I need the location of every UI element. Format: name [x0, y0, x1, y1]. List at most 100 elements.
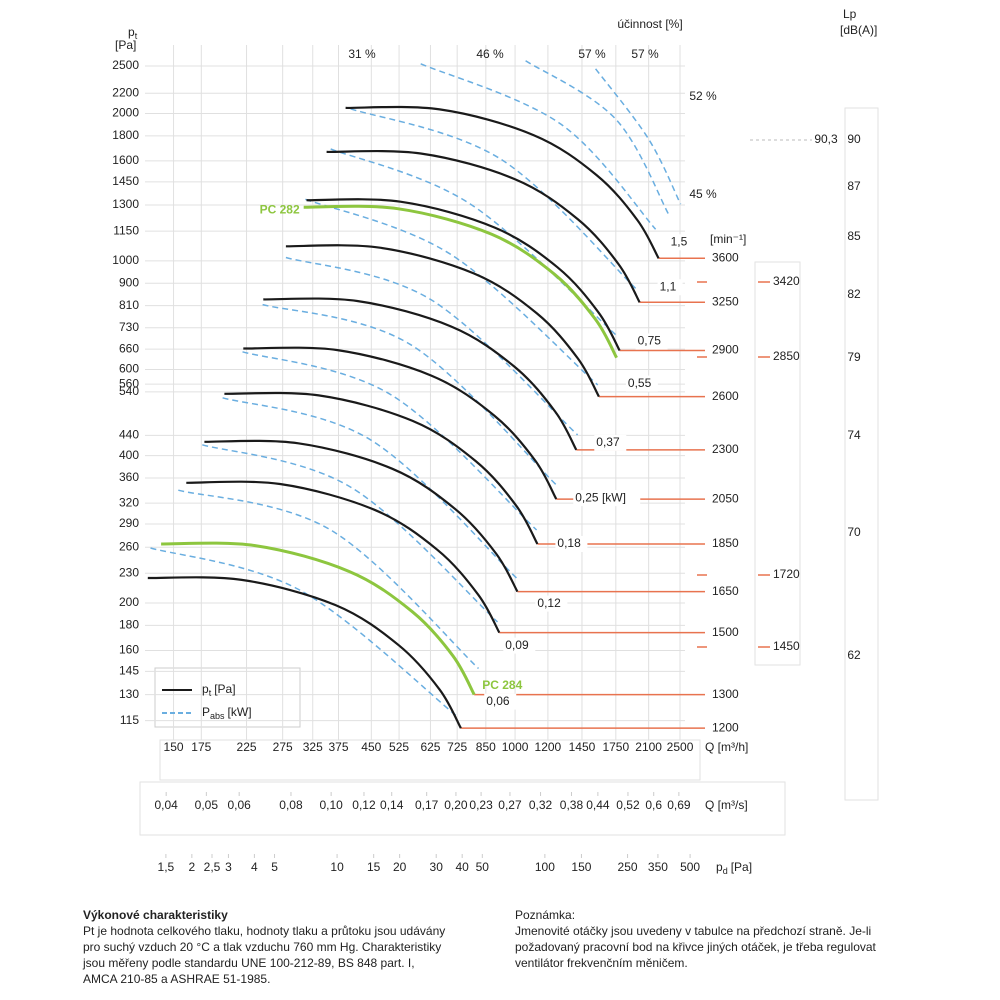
y-tick-label: 400	[119, 448, 139, 462]
fan-curve	[147, 576, 462, 729]
x-tick-label: 30	[430, 860, 444, 874]
y-tick-label: 360	[119, 470, 139, 484]
fan-curve	[243, 346, 558, 500]
y-tick-label: 115	[120, 713, 139, 727]
x-tick-label: 2500	[667, 740, 694, 754]
noise-unit: [dB(A)]	[840, 23, 877, 37]
rpm-unit: [min⁻¹]	[710, 232, 746, 246]
y-tick-label: 1300	[112, 197, 139, 211]
x-tick-label: 1750	[602, 740, 629, 754]
fan-curve	[204, 439, 519, 593]
note-title: Výkonové charakteristiky	[83, 908, 228, 922]
noise-tick-label: 85	[847, 229, 861, 243]
y-tick-label: 730	[119, 320, 139, 334]
rpm-mark-label: 1720	[773, 567, 800, 581]
note-line: Jmenovité otáčky jsou uvedeny v tabulce …	[515, 924, 872, 938]
y-tick-label: 2000	[112, 106, 139, 120]
y-tick-label: 320	[119, 495, 139, 509]
efficiency-label: 46 %	[476, 47, 504, 61]
power-curve	[350, 108, 638, 291]
x-tick-label: 0,17	[415, 798, 439, 812]
efficiency-label: 57 %	[578, 47, 606, 61]
x-tick-label: 525	[389, 740, 409, 754]
noise-tick-label: 90	[847, 132, 861, 146]
rpm-label: 3250	[712, 294, 739, 308]
y-tick-label: 160	[119, 643, 139, 657]
rpm-label: 3600	[712, 250, 739, 264]
noise-tick-label: 70	[847, 525, 861, 539]
label-subscript: abs	[210, 711, 225, 721]
x-tick-label: 625	[420, 740, 440, 754]
axis-label: pt [Pa]	[202, 682, 236, 698]
x-tick-label: 0,08	[279, 798, 303, 812]
rpm-box	[754, 261, 801, 666]
x-tick-label: 5	[271, 860, 278, 874]
x-tick-label: 15	[367, 860, 381, 874]
label-unit: [Pa]	[731, 860, 752, 874]
power-curve	[262, 303, 558, 486]
rpm-label: 1500	[712, 625, 739, 639]
power-curve	[150, 547, 457, 716]
power-curve	[178, 489, 480, 670]
noise-tick-label: 79	[847, 350, 861, 364]
rpm-label: 2050	[712, 491, 739, 505]
note-line: AMCA 210-85 a ASHRAE 51-1985.	[83, 972, 271, 986]
x-tick-label: 850	[476, 740, 496, 754]
noise-label: Lp	[843, 7, 857, 21]
legend-box	[154, 667, 301, 728]
label-symbol: p	[128, 25, 135, 39]
label-symbol: p	[202, 682, 209, 696]
x-tick-label: 0,32	[529, 798, 553, 812]
label-bg	[594, 434, 627, 451]
y-tick-label: 260	[119, 539, 139, 553]
label-subscript: d	[723, 866, 728, 876]
noise-tick-label: 74	[847, 428, 861, 442]
efficiency-title: účinnost [%]	[617, 17, 682, 31]
x-tick-label: 225	[237, 740, 257, 754]
axis-box	[139, 781, 786, 836]
x-tick-label: 725	[447, 740, 467, 754]
x-tick-label: 2	[189, 860, 196, 874]
note-title: Poznámka:	[515, 908, 576, 922]
y-tick-label: 1150	[113, 223, 139, 237]
axis-label: pd [Pa]	[716, 860, 752, 876]
power-curve	[285, 256, 579, 436]
label-bg	[657, 279, 683, 296]
efficiency-label: 57 %	[631, 47, 659, 61]
fan-curve	[224, 391, 539, 545]
fan-curve	[306, 198, 621, 352]
x-tick-label: 175	[191, 740, 211, 754]
x-tick-label: 0,69	[667, 798, 691, 812]
series-label: PC 282	[260, 202, 300, 216]
x-tick-label: 0,38	[560, 798, 584, 812]
x-tick-label: 2100	[635, 740, 662, 754]
label-symbol: p	[716, 860, 723, 874]
x-tick-label: 0,20	[444, 798, 468, 812]
label-bg	[484, 693, 517, 710]
rpm-label: 1850	[712, 536, 739, 550]
label-unit: [kW]	[228, 705, 252, 719]
note-body: Pt je hodnota celkového tlaku, hodnoty t…	[83, 923, 445, 987]
y-axis-label: pt	[128, 25, 138, 41]
rpm-label: 1650	[712, 584, 739, 598]
note-line: požadovaný pracovní bod na křivce jiných…	[515, 940, 876, 954]
y-tick-label: 130	[119, 687, 139, 701]
x-tick-label: 0,10	[319, 798, 343, 812]
x-tick-label: 350	[648, 860, 668, 874]
y-tick-label: 290	[119, 516, 139, 530]
x-tick-label: 0,12	[352, 798, 376, 812]
y-tick-label: 230	[119, 565, 139, 579]
note-line: Pt je hodnota celkového tlaku, hodnoty t…	[83, 924, 446, 938]
label-symbol: P	[202, 705, 210, 719]
efficiency-label: 52 %	[689, 89, 717, 103]
note-left: Výkonové charakteristiky Pt je hodnota c…	[83, 907, 445, 987]
x-tick-label: 325	[303, 740, 323, 754]
y-tick-label: 600	[119, 362, 139, 376]
x-axis-label: Q [m³/s]	[705, 798, 748, 812]
x-tick-label: 100	[535, 860, 555, 874]
y-tick-label: 440	[119, 428, 139, 442]
note-right: Poznámka: Jmenovité otáčky jsou uvedeny …	[515, 907, 876, 971]
fan-curve	[186, 480, 501, 634]
power-label: 0,75	[638, 334, 662, 348]
power-curve	[202, 444, 499, 623]
